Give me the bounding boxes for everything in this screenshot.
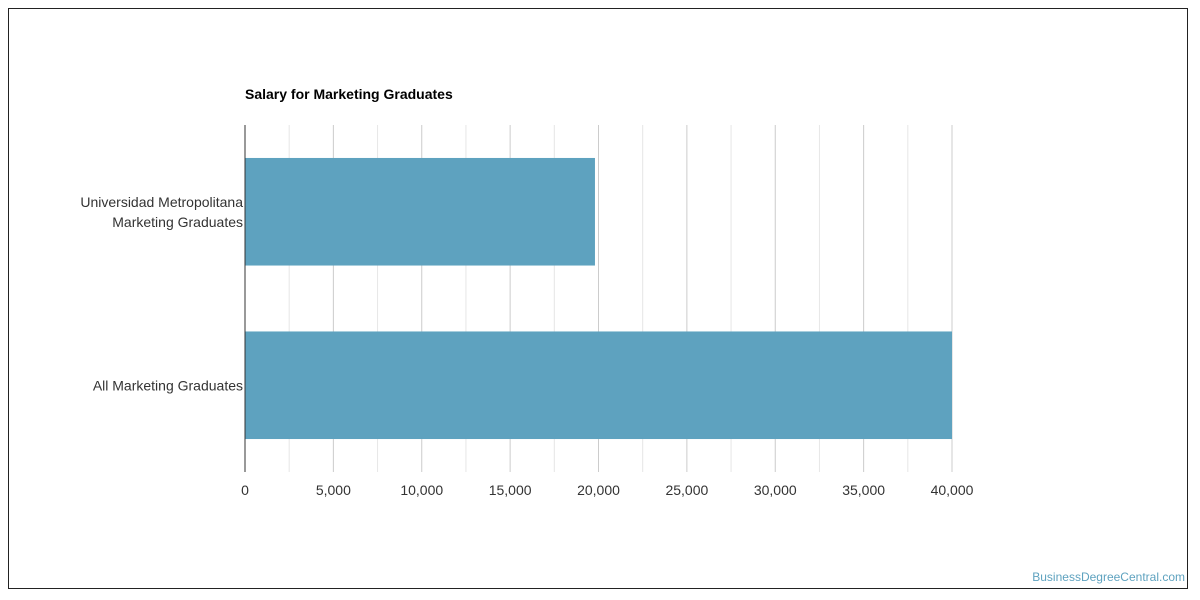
category-label: All Marketing Graduates: [93, 377, 243, 393]
bar: [245, 157, 595, 266]
x-tick-label: 10,000: [400, 482, 443, 498]
category-label: Marketing Graduates: [112, 214, 243, 230]
x-tick-label: 25,000: [665, 482, 708, 498]
x-tick-label: 5,000: [316, 482, 351, 498]
x-tick-label: 20,000: [577, 482, 620, 498]
bar: [245, 331, 952, 440]
chart-title: Salary for Marketing Graduates: [245, 86, 453, 102]
x-tick-label: 15,000: [489, 482, 532, 498]
x-tick-label: 0: [241, 482, 249, 498]
site-watermark[interactable]: BusinessDegreeCentral.com: [1032, 570, 1185, 584]
x-tick-label: 35,000: [842, 482, 885, 498]
x-tick-label: 30,000: [754, 482, 797, 498]
category-label: Universidad Metropolitana: [80, 194, 243, 210]
x-tick-label: 40,000: [931, 482, 974, 498]
